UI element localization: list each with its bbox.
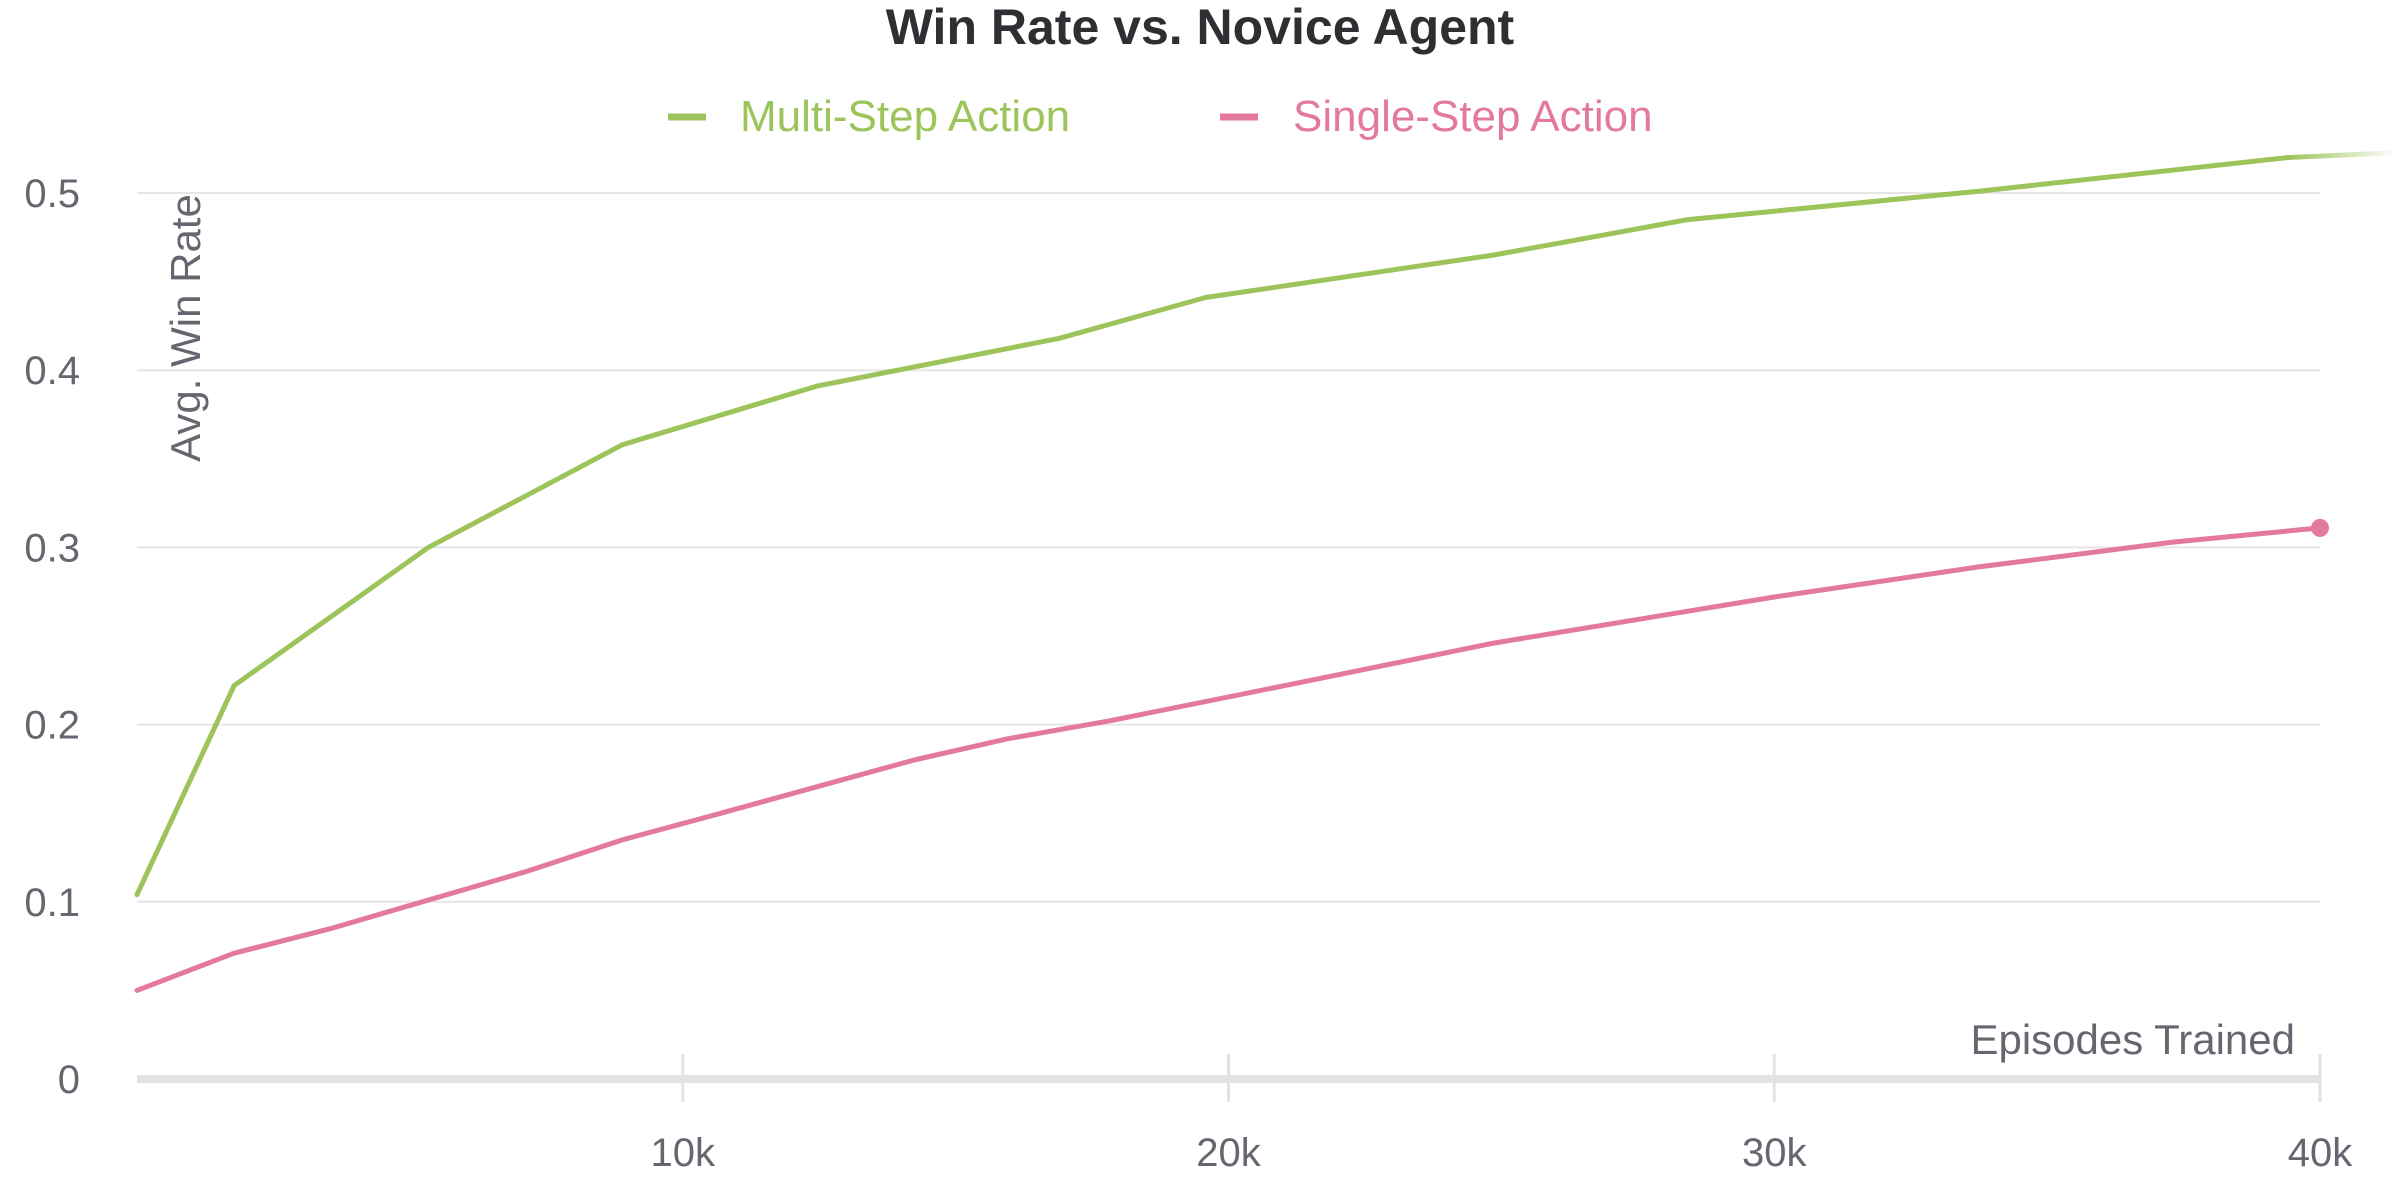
y-axis-ticks: 0 0.1 0.2 0.3 0.4 0.5 (24, 172, 80, 1102)
series-line-multi-step-action (134, 155, 2290, 898)
y-tick-label: 0.1 (24, 881, 80, 925)
series (134, 150, 2400, 993)
y-tick-label: 0.3 (24, 526, 80, 570)
series-line-single-step-action (134, 525, 2323, 993)
x-tick-label: 10k (651, 1131, 716, 1175)
chart-title: Win Rate vs. Novice Agent (886, 0, 1515, 55)
x-tick-label: 30k (1742, 1131, 1807, 1175)
x-tick-label: 20k (1196, 1131, 1261, 1175)
legend-label-single-step: Single-Step Action (1293, 92, 1653, 141)
series-endpoint-single-step-action[interactable] (2311, 518, 2329, 537)
legend-label-multi-step: Multi-Step Action (740, 92, 1070, 141)
legend: Multi-Step Action Single-Step Action (668, 92, 1653, 141)
y-tick-label: 0.4 (24, 349, 80, 393)
y-tick-label: 0.5 (24, 172, 80, 216)
x-axis-ticks: 10k 20k 30k 40k (651, 1054, 2353, 1175)
series-fade-multi-step-action (2284, 150, 2400, 161)
legend-item-multi-step[interactable]: Multi-Step Action (668, 92, 1070, 141)
x-axis-title: Episodes Trained (1970, 1016, 2295, 1063)
y-tick-label: 0.2 (24, 704, 80, 748)
legend-item-single-step[interactable]: Single-Step Action (1220, 92, 1653, 141)
gridlines (137, 192, 2320, 1083)
x-tick-label: 40k (2288, 1131, 2353, 1175)
y-tick-label: 0 (58, 1058, 80, 1102)
y-axis-title: Avg. Win Rate (162, 194, 209, 462)
